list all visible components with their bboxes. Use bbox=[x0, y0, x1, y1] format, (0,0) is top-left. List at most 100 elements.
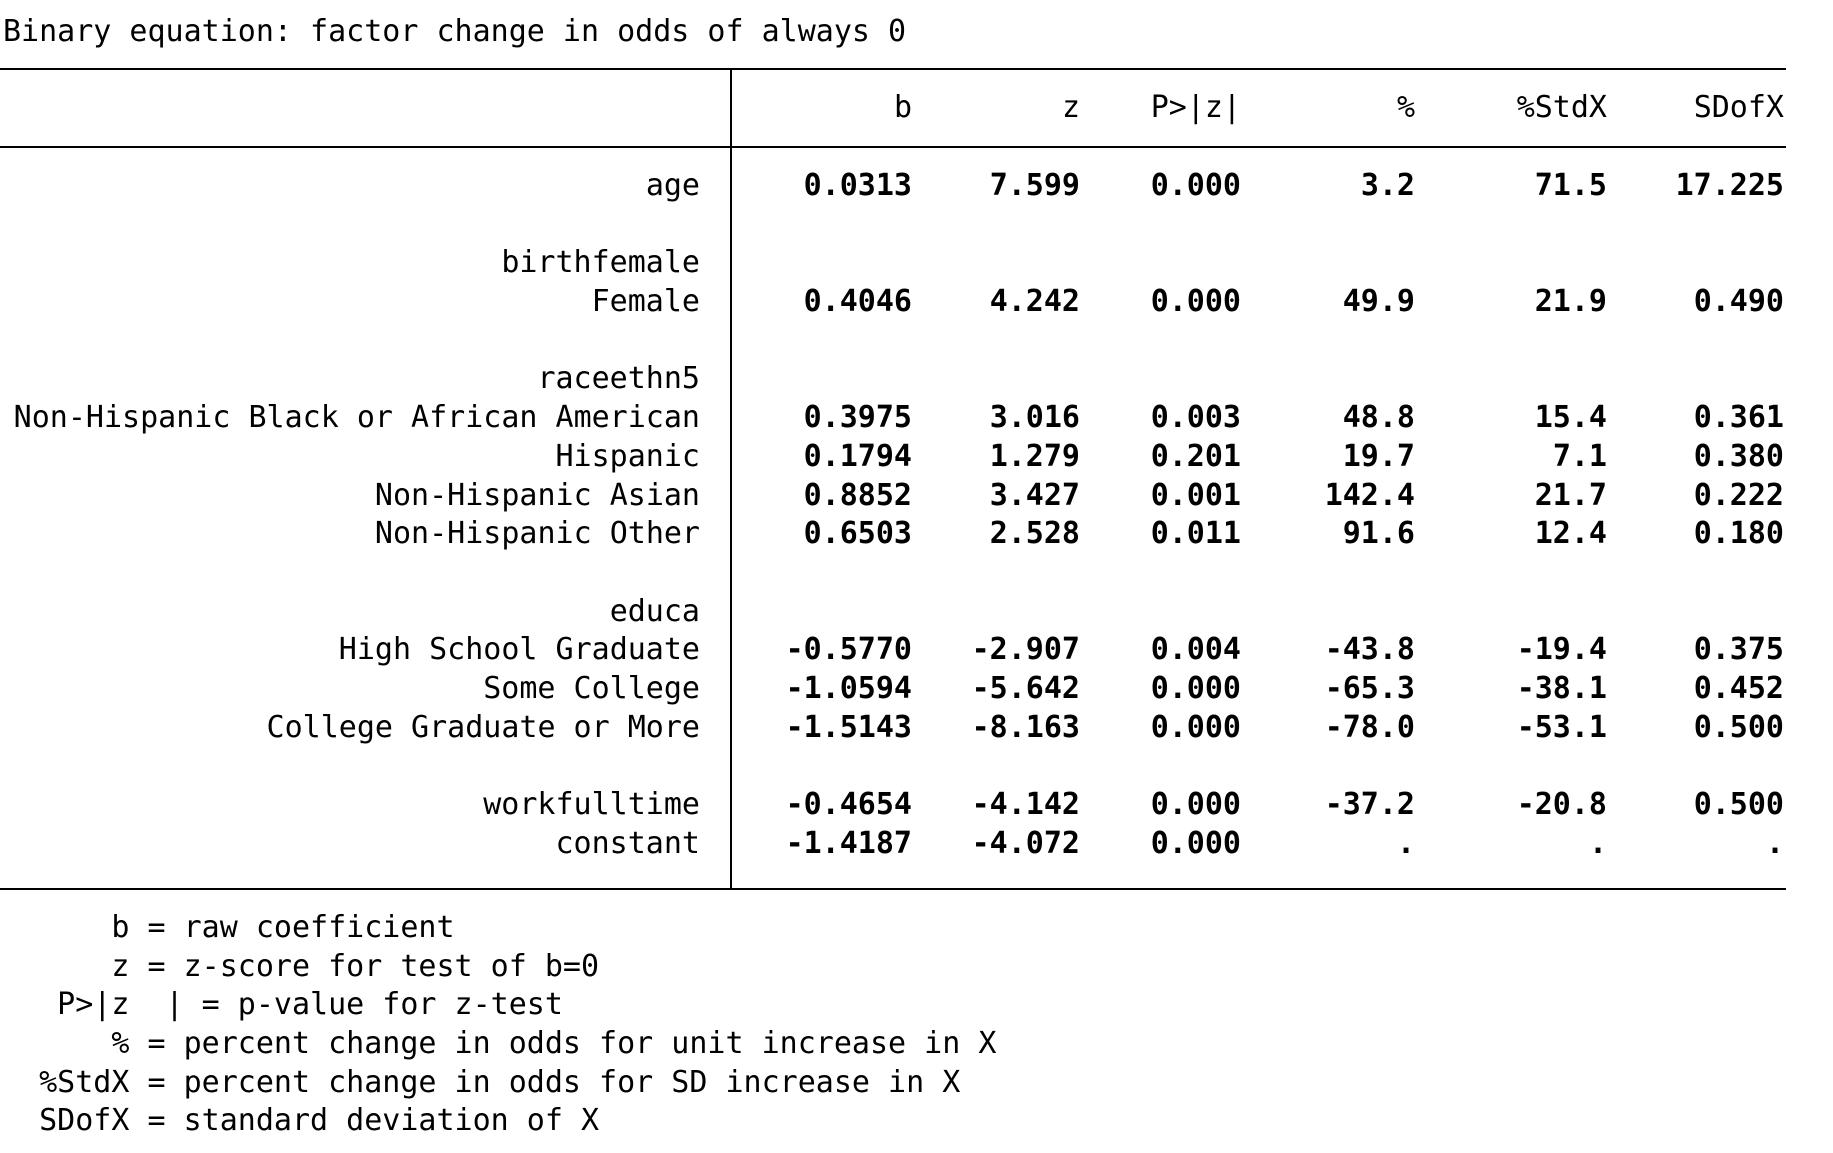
legend-line-z: z = z-score for test of b=0 bbox=[3, 948, 600, 984]
row-label: workfulltime bbox=[483, 787, 700, 822]
output-title: Binary equation: factor change in odds o… bbox=[3, 14, 907, 49]
value-cell: 0.000 bbox=[1150, 168, 1241, 203]
value-cell bbox=[1415, 322, 1607, 361]
value-cell: 0.490 bbox=[1693, 284, 1784, 320]
value-cell: 0.6503 bbox=[803, 516, 912, 552]
value-cell bbox=[912, 360, 1080, 399]
column-header-stdx: %StdX bbox=[1516, 90, 1607, 125]
value-cell: 12.4 bbox=[1534, 516, 1607, 552]
row-label bbox=[0, 322, 700, 361]
value-cell: -43.8 bbox=[1324, 632, 1415, 668]
value-cell: 0.0313 bbox=[803, 168, 912, 203]
value-cell: 0.452 bbox=[1693, 670, 1784, 706]
table-row-blank bbox=[0, 206, 1833, 245]
value-cell bbox=[700, 322, 912, 361]
column-header-p: P>|z| bbox=[1150, 90, 1241, 125]
value-cell: 0.201 bbox=[1150, 438, 1241, 474]
row-label: Non-Hispanic Asian bbox=[374, 477, 700, 513]
value-cell bbox=[1241, 360, 1415, 399]
value-cell: -2.907 bbox=[971, 632, 1080, 668]
value-cell: 21.9 bbox=[1534, 284, 1607, 320]
table-row: age 0.0313 7.599 0.000 3.2 71.5 17.225 bbox=[0, 167, 1833, 206]
row-label: Non-Hispanic Other bbox=[374, 516, 700, 552]
value-cell bbox=[912, 593, 1080, 632]
value-cell: 2.528 bbox=[989, 516, 1080, 552]
value-cell: -20.8 bbox=[1516, 787, 1607, 822]
column-header-z: z bbox=[1061, 90, 1080, 125]
value-cell: -4.142 bbox=[971, 787, 1080, 822]
value-cell bbox=[1080, 593, 1241, 632]
value-cell: 17.225 bbox=[1675, 168, 1784, 203]
row-label: birthfemale bbox=[501, 245, 700, 281]
value-cell bbox=[1607, 360, 1784, 399]
value-cell: -0.5770 bbox=[785, 632, 912, 668]
value-cell: -78.0 bbox=[1324, 709, 1415, 745]
value-cell: 48.8 bbox=[1342, 400, 1415, 436]
value-cell: -1.5143 bbox=[785, 709, 912, 745]
table-row: constant -1.4187 -4.072 0.000... bbox=[0, 825, 1833, 864]
legend-line-p: P>|z | = p-value for z-test bbox=[3, 987, 563, 1023]
table-row: workfulltime -0.4654 -4.142 0.000 -37.2 -20.8… bbox=[0, 786, 1833, 825]
value-cell: -53.1 bbox=[1516, 709, 1607, 745]
value-cell: 0.004 bbox=[1150, 632, 1241, 668]
legend-line-sdofx: SDofX = standard deviation of X bbox=[3, 1103, 600, 1139]
value-cell bbox=[1080, 322, 1241, 361]
legend: b = raw coefficient z = z-score for test… bbox=[3, 909, 996, 1141]
value-cell: -38.1 bbox=[1516, 670, 1607, 706]
table-row: Female 0.4046 4.242 0.000 49.9 21.9 0.490 bbox=[0, 283, 1833, 322]
row-label: age bbox=[645, 168, 700, 203]
table-row: College Graduate or More -1.5143 -8.163 0.0… bbox=[0, 709, 1833, 748]
value-cell: 0.3975 bbox=[803, 400, 912, 436]
value-cell: -1.4187 bbox=[785, 825, 912, 861]
value-cell: 0.375 bbox=[1693, 632, 1784, 668]
value-cell: 142.4 bbox=[1324, 477, 1415, 513]
value-cell bbox=[700, 593, 912, 632]
value-cell: 0.4046 bbox=[803, 284, 912, 320]
legend-line-pct: % = percent change in odds for unit incr… bbox=[3, 1026, 997, 1062]
value-cell: 0.361 bbox=[1693, 400, 1784, 436]
table-row: birthfemale bbox=[0, 244, 1833, 283]
value-cell bbox=[912, 206, 1080, 245]
value-cell: -65.3 bbox=[1324, 670, 1415, 706]
value-cell bbox=[912, 747, 1080, 786]
value-cell bbox=[700, 244, 912, 283]
value-cell bbox=[1415, 360, 1607, 399]
value-cell: 0.222 bbox=[1693, 477, 1784, 513]
value-cell bbox=[1080, 206, 1241, 245]
table-row: Some College -1.0594 -5.642 0.000 -65.3 -38.1… bbox=[0, 670, 1833, 709]
table-body: age 0.0313 7.599 0.000 3.2 71.5 17.225 birthfem… bbox=[0, 167, 1833, 863]
value-cell bbox=[1080, 554, 1241, 593]
value-cell bbox=[912, 322, 1080, 361]
value-cell: 4.242 bbox=[989, 284, 1080, 320]
value-cell: 15.4 bbox=[1534, 400, 1607, 436]
value-cell: 0.000 bbox=[1150, 709, 1241, 745]
value-cell: -8.163 bbox=[971, 709, 1080, 745]
row-label: constant bbox=[555, 825, 701, 861]
value-cell: 91.6 bbox=[1342, 516, 1415, 552]
value-cell bbox=[1415, 593, 1607, 632]
value-cell: 0.8852 bbox=[803, 477, 912, 513]
table-row: Hispanic 0.1794 1.279 0.201 19.7 7.1 0.380 bbox=[0, 438, 1833, 477]
value-cell: 0.1794 bbox=[803, 438, 912, 474]
value-cell: 0.500 bbox=[1693, 709, 1784, 745]
value-cell bbox=[1607, 244, 1784, 283]
rule-bottom bbox=[0, 888, 1786, 890]
value-cell bbox=[1241, 206, 1415, 245]
table-row: High School Graduate -0.5770 -2.907 0.004 -4… bbox=[0, 631, 1833, 670]
value-cell bbox=[700, 360, 912, 399]
value-cell: 71.5 bbox=[1534, 168, 1607, 203]
column-divider bbox=[730, 68, 732, 890]
rule-top bbox=[0, 68, 1786, 70]
legend-line-stdx: %StdX = percent change in odds for SD in… bbox=[3, 1064, 961, 1100]
value-cell: 0.000 bbox=[1150, 787, 1241, 822]
value-cell bbox=[1415, 206, 1607, 245]
value-cell: -19.4 bbox=[1516, 632, 1607, 668]
column-header-sdofx: SDofX bbox=[1693, 90, 1784, 125]
value-cell bbox=[1241, 593, 1415, 632]
value-cell: . bbox=[1765, 825, 1784, 861]
value-cell bbox=[1241, 244, 1415, 283]
value-cell bbox=[700, 206, 912, 245]
value-cell: 0.000 bbox=[1150, 825, 1241, 861]
value-cell bbox=[700, 747, 912, 786]
